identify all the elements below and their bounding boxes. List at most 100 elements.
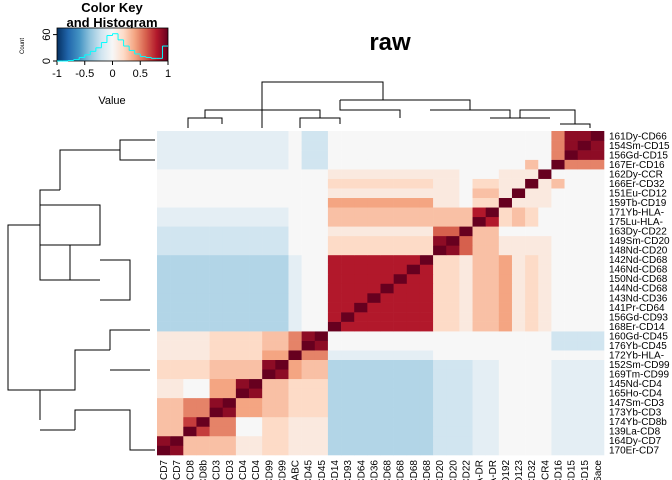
heat-cell — [314, 331, 329, 341]
heat-cell — [170, 397, 184, 408]
heat-cell — [393, 388, 408, 399]
heat-cell — [433, 159, 447, 170]
heat-cell — [301, 416, 316, 427]
column-label: 141Pr-CD64 — [356, 460, 367, 480]
heat-cell — [367, 388, 381, 399]
heat-cell — [314, 369, 329, 380]
heat-cell — [301, 283, 316, 294]
heat-cell — [341, 273, 355, 284]
heat-cell — [275, 293, 289, 303]
heat-cell — [157, 312, 171, 322]
column-label: b-HLA-ABC — [291, 460, 302, 480]
heat-cell — [262, 131, 276, 141]
heat-cell — [406, 283, 421, 294]
heat-cell — [314, 159, 329, 170]
heat-cell — [590, 159, 605, 170]
heat-cell — [538, 159, 552, 170]
heat-cell — [262, 426, 276, 437]
column-label: 151Eu-CD123 — [514, 460, 525, 480]
heat-cell — [485, 207, 500, 218]
heat-cell — [564, 388, 579, 399]
heat-cell — [459, 140, 473, 151]
heat-cell — [459, 197, 473, 208]
key-x-tick-label: -0.5 — [75, 68, 94, 80]
heat-cell — [288, 302, 302, 313]
heat-cell — [485, 159, 500, 170]
heat-cell — [406, 207, 421, 218]
heat-cell — [327, 197, 342, 208]
heat-cell — [511, 188, 526, 199]
heat-cell — [288, 350, 302, 361]
heat-cell — [275, 369, 289, 380]
heat-cell — [249, 312, 263, 322]
heat-cell — [472, 302, 486, 313]
heat-cell — [222, 178, 237, 189]
heat-cell — [564, 264, 579, 275]
heat-cell — [157, 169, 171, 179]
heat-cell — [498, 264, 513, 275]
heat-cell — [196, 159, 210, 170]
heat-cell — [393, 350, 408, 361]
heat-cell — [341, 293, 355, 303]
heat-cell — [406, 426, 421, 437]
row-label: 145Nd-CD4 — [609, 379, 662, 390]
heat-cell — [446, 359, 460, 370]
heat-cell — [288, 216, 302, 227]
heat-cell — [341, 378, 355, 389]
heat-cell — [354, 445, 368, 456]
heat-cell — [235, 159, 250, 170]
heat-cell — [314, 293, 329, 303]
heat-cell — [485, 445, 500, 456]
heat-cell — [551, 407, 565, 418]
heat-cell — [551, 131, 565, 141]
heat-cell — [327, 178, 342, 189]
heat-cell — [459, 397, 473, 408]
row-label: 174Yb-CD8b — [609, 417, 667, 428]
row-label: 146Nd-CD68 — [609, 265, 668, 276]
heat-cell — [393, 302, 408, 313]
heat-cell — [183, 312, 197, 322]
heat-cell — [525, 178, 539, 189]
heat-cell — [511, 321, 526, 332]
heat-cell — [511, 302, 526, 313]
heat-cell — [314, 235, 329, 246]
key-title: and Histogram — [66, 15, 157, 30]
heat-cell — [419, 273, 434, 284]
heat-cell — [590, 131, 605, 141]
heat-cell — [262, 207, 276, 218]
heat-cell — [551, 426, 565, 437]
heat-cell — [564, 397, 579, 408]
heat-cell — [301, 254, 316, 265]
heat-cell — [262, 197, 276, 208]
heat-cell — [288, 293, 302, 303]
heat-cell — [472, 416, 486, 427]
row-label: 169Tm-CD99 — [609, 370, 669, 381]
column-label: 165Ho-CD4 — [238, 460, 249, 480]
heat-cell — [301, 340, 316, 351]
heat-cell — [288, 245, 302, 256]
heat-cell — [157, 416, 171, 427]
heat-cell — [472, 293, 486, 303]
heat-cell — [209, 169, 224, 179]
heat-cell — [406, 435, 421, 446]
heat-cell — [419, 131, 434, 141]
heat-cell — [419, 283, 434, 294]
heat-cell — [249, 350, 263, 361]
heat-cell — [472, 197, 486, 208]
heat-cell — [525, 378, 539, 389]
heat-cell — [157, 378, 171, 389]
column-label: 154Sm-CD15 — [580, 460, 591, 480]
heat-cell — [209, 264, 224, 275]
heat-cell — [183, 445, 197, 456]
heat-cell — [314, 312, 329, 322]
heat-cell — [459, 273, 473, 284]
heat-cell — [275, 312, 289, 322]
heat-cell — [170, 273, 184, 284]
heat-cell — [511, 150, 526, 160]
heat-cell — [301, 188, 316, 199]
heat-cell — [472, 388, 486, 399]
heat-cell — [314, 359, 329, 370]
heat-cell — [472, 378, 486, 389]
heat-cell — [275, 188, 289, 199]
heat-cell — [419, 207, 434, 218]
